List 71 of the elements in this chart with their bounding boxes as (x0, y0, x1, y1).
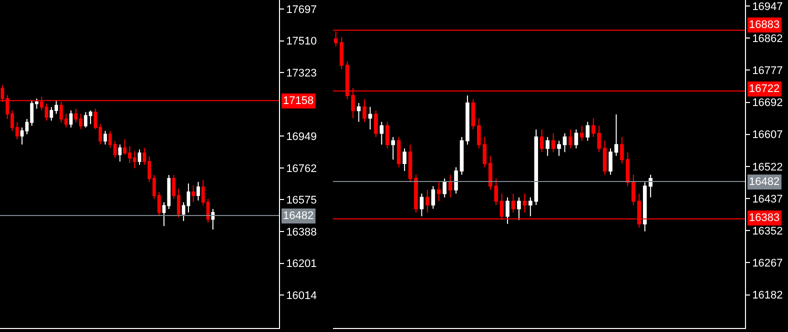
y-tick-label: 16267 (752, 258, 783, 270)
y-tick-label: 16862 (752, 32, 783, 45)
candlestick (396, 136, 401, 168)
candlestick (138, 149, 142, 166)
y-tick-label: 16352 (752, 225, 783, 238)
candlestick (414, 174, 418, 214)
candlestick (466, 95, 470, 146)
candlestick (69, 110, 73, 128)
ref-line-label: 17158 (283, 95, 314, 107)
candlestick (196, 181, 200, 202)
candlestick (385, 121, 390, 149)
candlestick (402, 148, 406, 172)
candlestick (540, 128, 544, 153)
candlestick (614, 114, 618, 156)
y-tick-label: 16182 (752, 290, 783, 302)
candlestick (374, 110, 378, 138)
y-tick-label: 16014 (286, 290, 317, 302)
candlestick (211, 208, 215, 230)
candlestick (436, 182, 441, 202)
y-tick-label: 16201 (286, 258, 317, 270)
y-tick-label: 16949 (286, 130, 317, 143)
y-tick-label: 17323 (286, 67, 317, 80)
candlestick (426, 189, 430, 214)
y-tick-label: 16522 (752, 161, 783, 174)
y-tick-label: 16575 (286, 194, 317, 207)
candlestick (546, 136, 550, 156)
y-tick-label: 16388 (286, 226, 317, 238)
candlestick (608, 148, 612, 176)
ref-line-label: 16883 (749, 19, 780, 31)
candlestick (454, 166, 458, 194)
candlestick (511, 193, 516, 214)
candlestick (620, 136, 624, 164)
y-tick-label: 16947 (752, 0, 783, 13)
candlestick (391, 136, 395, 160)
candlestick (586, 121, 590, 142)
candlestick (506, 196, 510, 224)
candlestick (431, 186, 436, 210)
candlestick (562, 132, 567, 153)
candlestick (568, 128, 572, 149)
candlestick (522, 193, 527, 214)
ref-line-label: 16383 (749, 212, 780, 224)
y-tick-label: 16437 (752, 193, 783, 206)
candlestick (471, 98, 476, 130)
y-tick-label: 16777 (752, 65, 783, 78)
candlestick (448, 174, 452, 198)
candlestick (104, 130, 107, 145)
y-tick-label: 16762 (286, 162, 317, 175)
ref-line-label: 16482 (749, 176, 780, 188)
candlestick (362, 98, 366, 122)
candlestick (626, 152, 630, 187)
ref-line-label: 16482 (283, 210, 314, 222)
candlestick (442, 178, 446, 198)
candlestick (192, 184, 196, 203)
candlestick (408, 144, 412, 183)
y-tick-label: 17510 (286, 36, 317, 48)
candlestick (356, 102, 361, 122)
candlestick (420, 193, 424, 217)
candlestick (368, 106, 372, 130)
candlestick (380, 121, 384, 146)
candlestick (517, 196, 521, 221)
y-tick-label: 16692 (752, 97, 783, 110)
candlestick (602, 140, 607, 176)
candlestick (118, 144, 122, 162)
candlestick (574, 128, 578, 149)
candlestick (580, 125, 584, 142)
candlestick (460, 136, 464, 176)
y-tick-label: 17697 (286, 4, 317, 16)
candlestick (551, 132, 556, 153)
y-tick-label: 16607 (752, 129, 783, 142)
ref-line-label: 16722 (749, 83, 780, 95)
candlestick (557, 140, 561, 156)
